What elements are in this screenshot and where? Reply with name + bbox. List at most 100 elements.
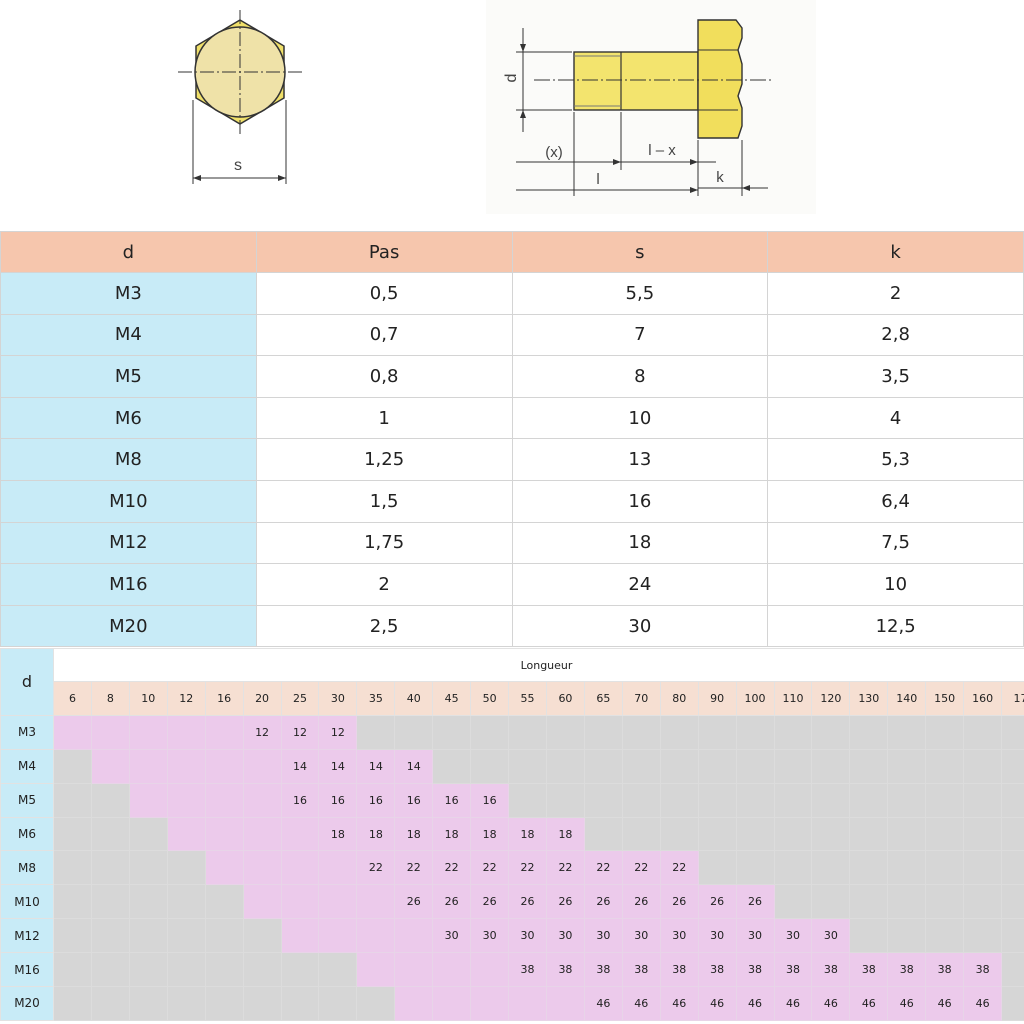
length-column-header: 6 xyxy=(53,681,92,716)
length-row-d: M4 xyxy=(0,748,54,784)
length-column-header: 120 xyxy=(811,681,851,716)
thread-length-cell: 46 xyxy=(963,986,1003,1021)
thread-length-cell: 30 xyxy=(508,918,547,954)
thread-length-cell: 38 xyxy=(887,952,927,988)
unavailable-length-cell xyxy=(242,986,282,1021)
unavailable-length-cell xyxy=(887,884,927,920)
unavailable-length-cell xyxy=(1001,952,1024,988)
cell-pas: 1,25 xyxy=(255,438,513,481)
thread-length-cell: 30 xyxy=(697,918,737,954)
unavailable-length-cell xyxy=(470,714,510,750)
cell-s: 16 xyxy=(511,479,769,523)
unavailable-length-cell xyxy=(280,986,320,1021)
unavailable-length-cell xyxy=(166,986,206,1021)
available-length-cell xyxy=(356,884,396,920)
thread-length-cell: 22 xyxy=(545,850,585,886)
length-table-body: M3 12 12 12 M4 14 14 14 14 M5 16 16 16 16 16 16 M6 18 18 18… xyxy=(0,714,1024,1021)
unavailable-length-cell xyxy=(394,714,434,750)
dimensions-row: M20 2,5 30 12,5 xyxy=(0,604,1024,648)
length-column-header: 140 xyxy=(887,681,927,716)
unavailable-length-cell xyxy=(887,782,927,818)
unavailable-length-cell xyxy=(53,748,92,784)
unavailable-length-cell xyxy=(90,816,130,852)
unavailable-length-cell xyxy=(1001,918,1024,954)
length-column-header: 70 xyxy=(621,681,661,716)
unavailable-length-cell xyxy=(583,816,623,852)
cell-s: 13 xyxy=(511,438,769,481)
header-k: k xyxy=(767,231,1024,273)
dimensions-table: d Pas s k M3 0,5 5,5 2 M4 0,7 7 2,8 M5 0,8 8 3,5 M6 1… xyxy=(0,231,1024,648)
thread-length-cell: 46 xyxy=(621,986,661,1021)
thread-length-cell: 38 xyxy=(773,952,813,988)
length-column-header: 17 xyxy=(1001,681,1024,716)
cell-k: 6,4 xyxy=(767,479,1024,523)
unavailable-length-cell xyxy=(849,816,889,852)
dimensions-table-body: M3 0,5 5,5 2 M4 0,7 7 2,8 M5 0,8 8 3,5 M6 1 10 4 M8 1,25 1… xyxy=(0,272,1024,648)
unavailable-length-cell xyxy=(545,714,585,750)
dimensions-row: M4 0,7 7 2,8 xyxy=(0,313,1024,357)
cell-k: 2,8 xyxy=(767,313,1024,357)
length-column-header: 8 xyxy=(90,681,130,716)
unavailable-length-cell xyxy=(166,918,206,954)
available-length-cell xyxy=(356,918,396,954)
available-length-cell xyxy=(508,986,547,1021)
hex-head-top-view: s xyxy=(170,8,310,198)
thread-length-cell: 38 xyxy=(849,952,889,988)
thread-length-cell: 30 xyxy=(583,918,623,954)
available-length-cell xyxy=(166,782,206,818)
available-length-cell xyxy=(128,714,168,750)
length-column-header: 40 xyxy=(394,681,434,716)
length-row: M12 30 30 30 30 30 30 30 30 30 30 30 xyxy=(0,918,1024,954)
thread-length-cell: 30 xyxy=(659,918,699,954)
unavailable-length-cell xyxy=(849,714,889,750)
available-length-cell xyxy=(545,986,585,1021)
unavailable-length-cell xyxy=(53,986,92,1021)
unavailable-length-cell xyxy=(697,748,737,784)
thread-length-cell: 14 xyxy=(394,748,434,784)
dimensions-row: M5 0,8 8 3,5 xyxy=(0,355,1024,398)
length-row-d: M5 xyxy=(0,782,54,818)
available-length-cell xyxy=(242,782,282,818)
length-row: M5 16 16 16 16 16 16 xyxy=(0,782,1024,818)
cell-k: 4 xyxy=(767,396,1024,440)
unavailable-length-cell xyxy=(53,782,92,818)
length-column-header: 16 xyxy=(204,681,244,716)
unavailable-length-cell xyxy=(849,850,889,886)
dimensions-row: M8 1,25 13 5,3 xyxy=(0,438,1024,481)
available-length-cell xyxy=(128,782,168,818)
thread-length-cell: 46 xyxy=(849,986,889,1021)
thread-length-cell: 46 xyxy=(773,986,813,1021)
cell-pas: 1 xyxy=(255,396,513,440)
cell-s: 24 xyxy=(511,563,769,606)
length-column-header: 10 xyxy=(128,681,168,716)
thread-length-cell: 30 xyxy=(773,918,813,954)
unavailable-length-cell xyxy=(735,748,775,784)
length-row-d: M6 xyxy=(0,816,54,852)
unavailable-length-cell xyxy=(925,714,965,750)
available-length-cell xyxy=(432,986,472,1021)
unavailable-length-cell xyxy=(773,884,813,920)
length-column-header: 100 xyxy=(735,681,775,716)
unavailable-length-cell xyxy=(697,850,737,886)
unavailable-length-cell xyxy=(318,952,358,988)
thread-length-cell: 38 xyxy=(659,952,699,988)
unavailable-length-cell xyxy=(583,748,623,784)
unavailable-length-cell xyxy=(128,884,168,920)
unavailable-length-cell xyxy=(53,884,92,920)
length-row-d: M3 xyxy=(0,714,54,750)
thread-length-cell: 46 xyxy=(659,986,699,1021)
length-row-d: M16 xyxy=(0,952,54,988)
thread-length-cell: 12 xyxy=(318,714,358,750)
available-length-cell xyxy=(356,952,396,988)
thread-length-cell: 46 xyxy=(697,986,737,1021)
length-row: M20 46 46 46 46 46 46 46 46 46 46 46 xyxy=(0,986,1024,1021)
header-pas: Pas xyxy=(255,231,513,273)
thread-length-cell: 18 xyxy=(508,816,547,852)
thread-length-cell: 22 xyxy=(470,850,510,886)
cell-d: M5 xyxy=(0,355,257,398)
length-row: M10 26 26 26 26 26 26 26 26 26 26 xyxy=(0,884,1024,920)
unavailable-length-cell xyxy=(773,816,813,852)
cell-s: 10 xyxy=(511,396,769,440)
unavailable-length-cell xyxy=(659,714,699,750)
thread-length-cell: 46 xyxy=(735,986,775,1021)
